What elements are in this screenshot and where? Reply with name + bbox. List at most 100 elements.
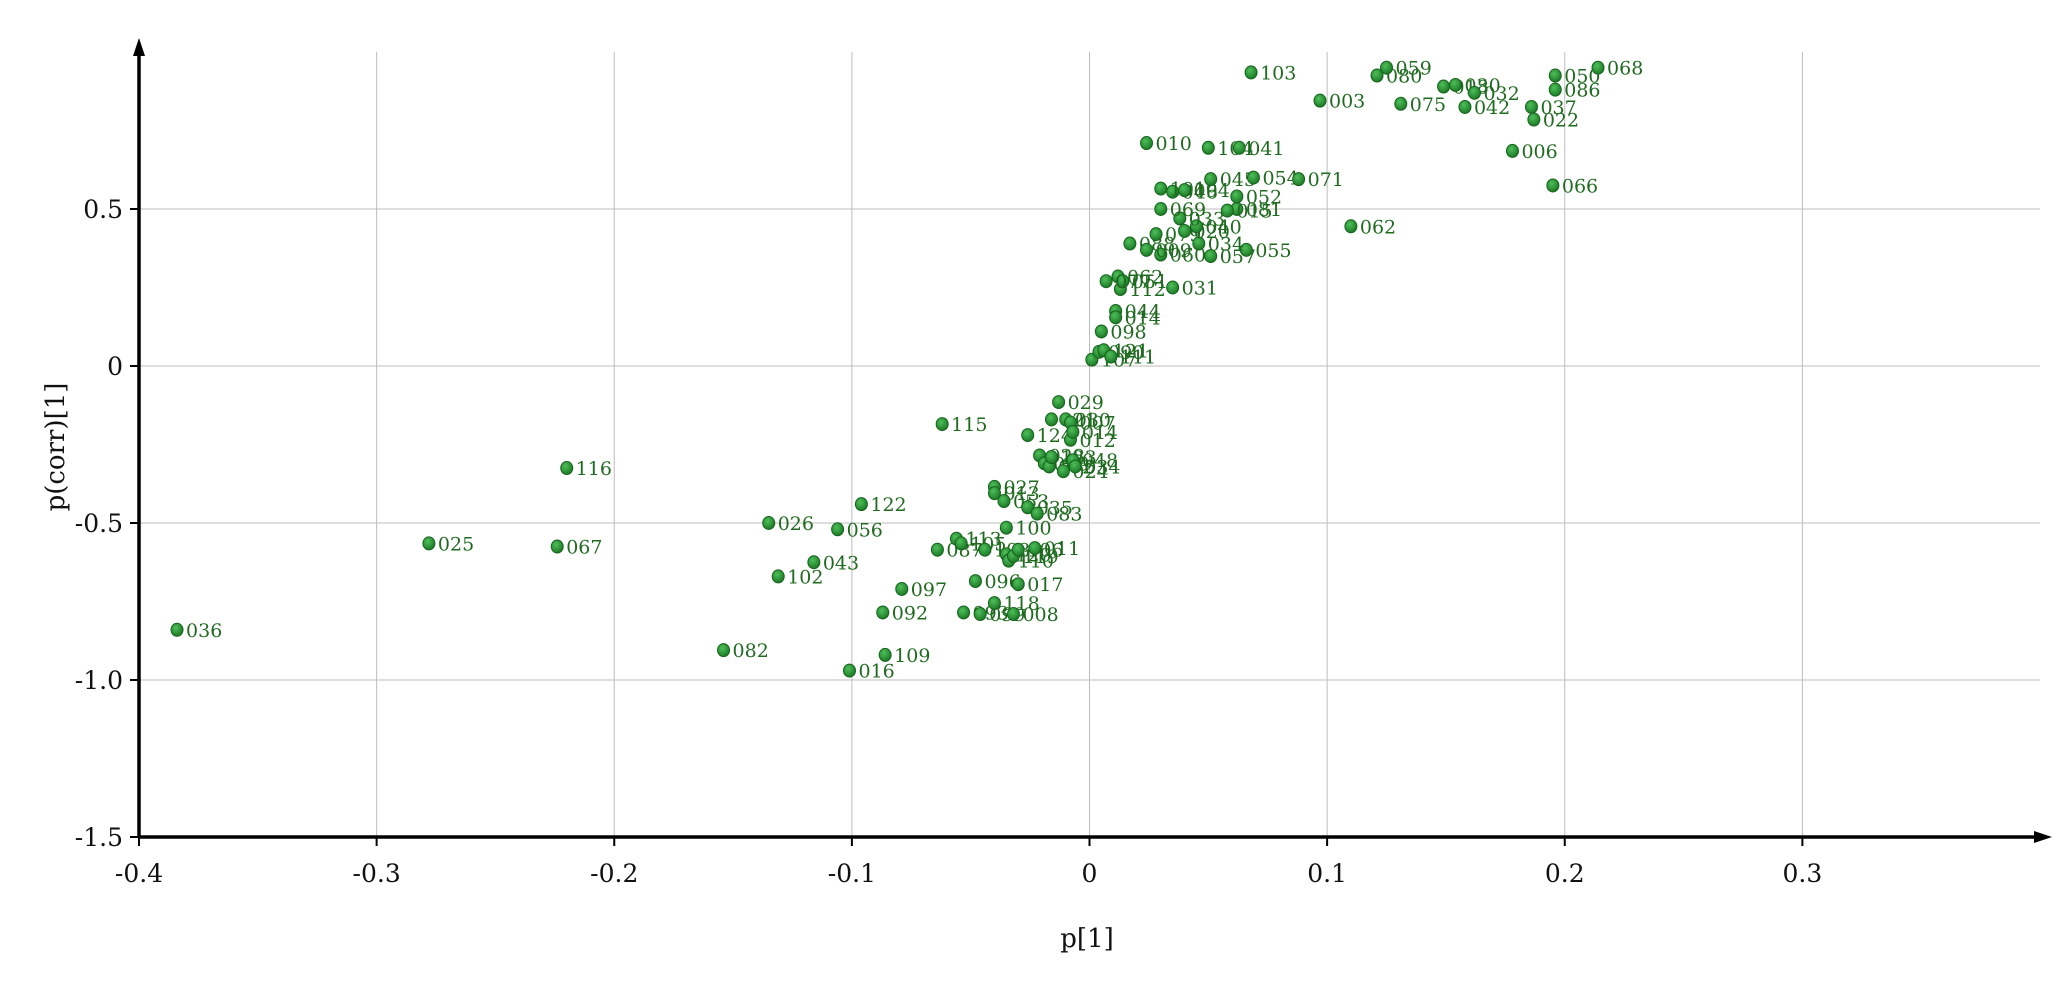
data-point-label: 068 [1607, 58, 1643, 80]
data-point [1244, 65, 1258, 80]
data-point [807, 555, 821, 570]
data-point [1204, 249, 1218, 264]
data-point-label: 092 [892, 602, 928, 624]
data-point-label: 103 [1260, 62, 1296, 84]
data-point [1011, 577, 1025, 592]
data-point [1116, 274, 1130, 289]
data-point [1044, 450, 1058, 465]
data-point [1109, 310, 1123, 325]
data-point-label: 124 [1037, 425, 1073, 447]
data-point-label: 032 [1483, 83, 1519, 105]
data-point [954, 536, 968, 551]
data-point-label: 081 [1246, 199, 1282, 221]
data-point-label: 027 [1003, 477, 1039, 499]
data-point-label: 054 [1262, 168, 1298, 190]
data-point-label: 010 [1156, 133, 1192, 155]
data-point [1140, 136, 1154, 151]
data-point-label: 097 [911, 579, 947, 601]
data-point-label: 102 [787, 566, 823, 588]
data-point [1524, 99, 1538, 114]
data-point-label: 011 [1044, 538, 1080, 560]
data-point [1448, 77, 1462, 92]
data-point-label: 116 [576, 458, 612, 480]
data-point [1056, 464, 1070, 479]
data-point-label: 051 [1132, 271, 1168, 293]
data-point [1149, 227, 1163, 242]
data-point [999, 520, 1013, 535]
data-point [997, 494, 1011, 509]
data-point [1313, 93, 1327, 108]
data-point [1370, 68, 1384, 83]
data-point [1044, 412, 1058, 427]
data-point [876, 605, 890, 620]
data-point-label: 096 [984, 571, 1020, 593]
data-point [1123, 236, 1137, 251]
data-point [1021, 428, 1035, 443]
x-axis-arrow [2034, 831, 2052, 843]
data-point [1021, 500, 1035, 515]
data-point-label: 014 [1082, 422, 1118, 444]
data-point-label: 036 [186, 620, 222, 642]
data-point [1548, 68, 1562, 83]
data-point [771, 569, 785, 584]
data-point [1192, 236, 1206, 251]
data-point [1505, 143, 1519, 158]
data-point [1344, 219, 1358, 234]
data-point [550, 539, 564, 554]
data-point-label: 022 [1543, 110, 1579, 132]
data-point [1178, 223, 1192, 238]
data-point [968, 574, 982, 589]
data-point [1066, 424, 1080, 439]
data-point-label: 009 [1156, 240, 1192, 262]
data-point-label: 110 [1018, 551, 1054, 573]
data-point-label: 066 [1562, 175, 1598, 197]
data-point-label: 077 [1115, 271, 1151, 293]
data-point [1140, 242, 1154, 257]
data-point-label: 035 [1037, 497, 1073, 519]
data-point [1591, 60, 1605, 75]
data-point-label: 098 [1110, 321, 1146, 343]
x-tick-label: 0.3 [1782, 859, 1822, 888]
data-point-label: 003 [1329, 91, 1365, 113]
x-tick-label: -0.2 [590, 859, 638, 888]
data-point [717, 643, 731, 658]
data-point [987, 596, 1001, 611]
x-axis-title: p[1] [1060, 924, 1113, 954]
axes [130, 38, 2052, 846]
data-point-label: 006 [1521, 141, 1557, 163]
data-point [1546, 178, 1560, 193]
data-point-label: 067 [566, 537, 602, 559]
data-point-label: 075 [1410, 94, 1446, 116]
x-tick-label: 0.1 [1307, 859, 1347, 888]
data-point [1173, 211, 1187, 226]
data-point [1104, 349, 1118, 364]
data-point-label: 044 [1125, 301, 1161, 323]
data-point [1028, 541, 1042, 556]
data-point-label: 034 [1208, 234, 1244, 256]
data-point-label: 037 [1540, 97, 1576, 119]
data-point-label: 030 [1075, 409, 1111, 431]
data-point [422, 536, 436, 551]
data-point [1006, 607, 1020, 622]
data-point-label: 043 [823, 552, 859, 574]
data-point [930, 542, 944, 557]
data-point-label: 082 [733, 640, 769, 662]
data-point-label: 017 [1027, 574, 1063, 596]
data-point [1437, 79, 1451, 94]
data-point-label: 016 [858, 661, 894, 683]
data-point-label: 069 [1170, 199, 1206, 221]
data-point-label: 008 [1022, 604, 1058, 626]
data-point [1232, 140, 1246, 155]
data-point-label: 026 [778, 513, 814, 535]
data-point [1178, 183, 1192, 198]
x-tick-label: 0.2 [1545, 859, 1585, 888]
data-point-label: 059 [1396, 58, 1432, 80]
data-point-label: 062 [1360, 216, 1396, 238]
data-point [1154, 181, 1168, 196]
y-tick-label: 0 [107, 352, 123, 381]
data-point-label: 062 [1127, 267, 1163, 289]
data-point-label: 025 [438, 533, 474, 555]
data-point [170, 622, 184, 637]
data-point [1292, 172, 1306, 187]
